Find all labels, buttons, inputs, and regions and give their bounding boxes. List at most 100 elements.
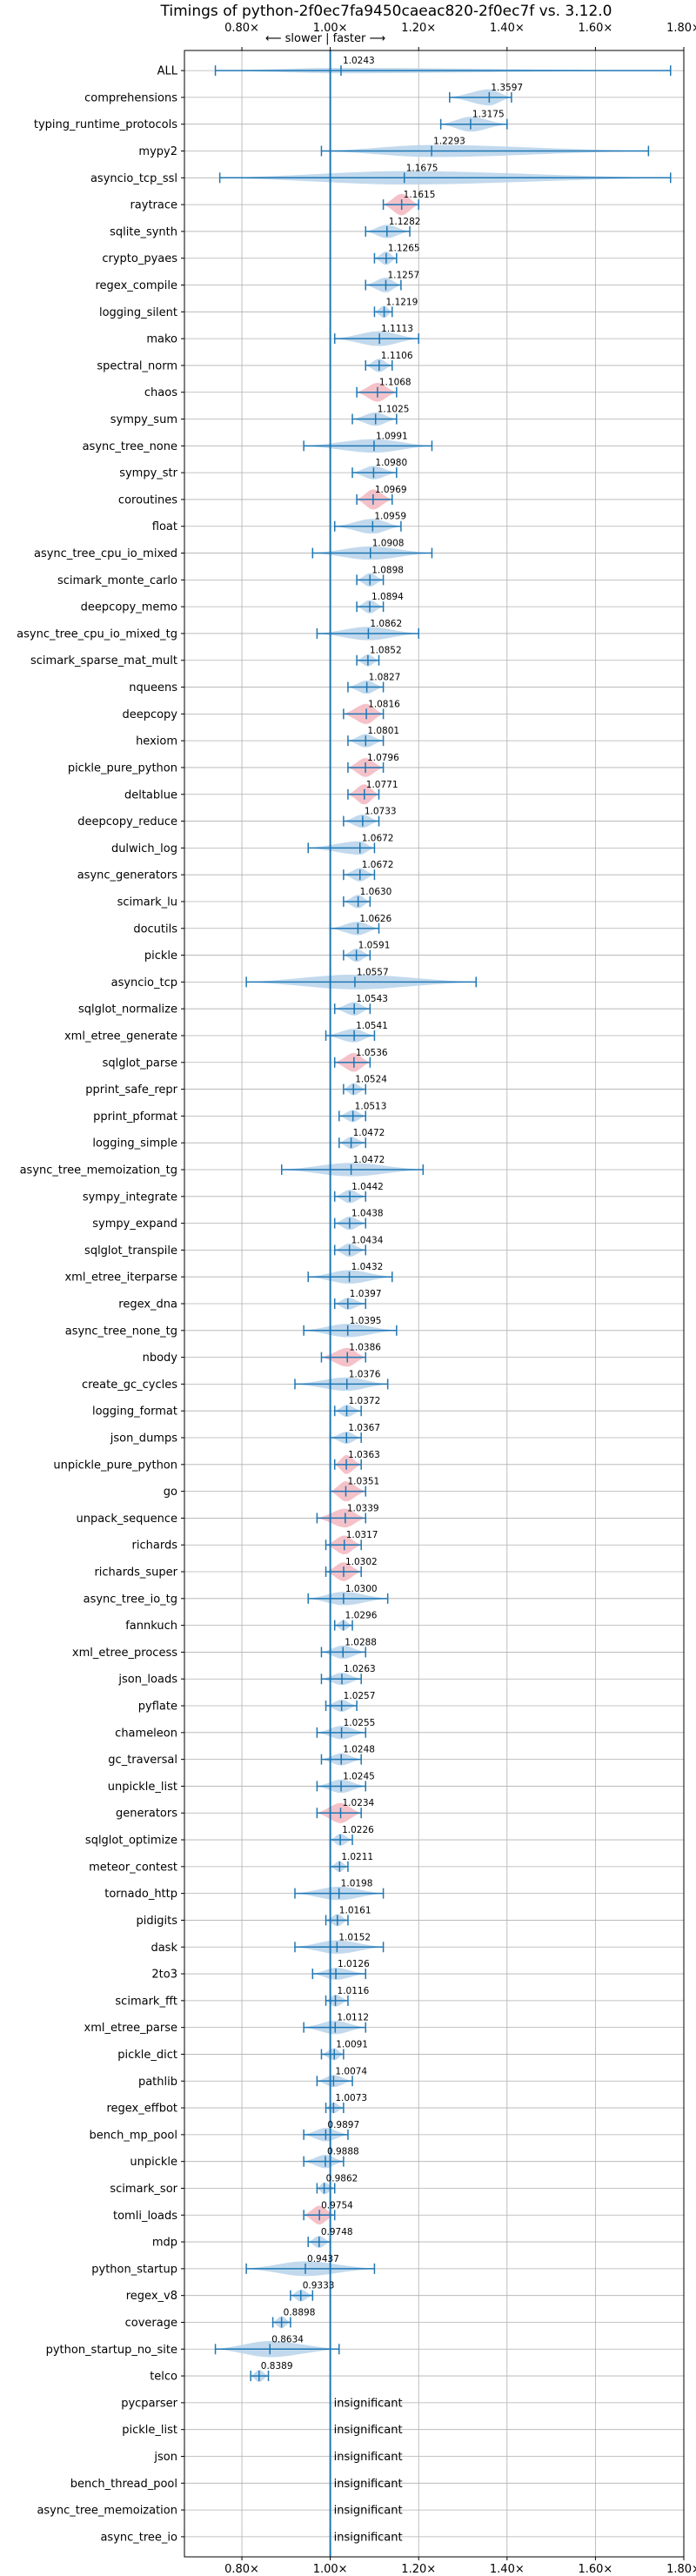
benchmark-label: dask [151, 1942, 177, 1955]
benchmark-label: comprehensions [84, 91, 177, 104]
benchmark-label: sympy_expand [92, 1218, 177, 1231]
value-label: 1.0255 [344, 1718, 376, 1728]
benchmark-label: pidigits [137, 1915, 178, 1928]
value-label: 1.0372 [349, 1396, 381, 1406]
value-label: 1.0339 [347, 1503, 379, 1513]
value-label: 1.0980 [375, 458, 407, 468]
insignificant-label: insignificant [334, 2505, 403, 2518]
value-label: 1.0226 [342, 1825, 374, 1835]
x-tick-label-top: 0.80× [224, 22, 259, 35]
value-label: 1.0524 [355, 1075, 387, 1085]
value-label: 1.1615 [404, 190, 436, 200]
value-label: 1.0894 [371, 592, 404, 602]
value-label: 1.0434 [351, 1235, 384, 1245]
x-tick-label-bottom: 1.00× [313, 2563, 348, 2576]
value-label: 1.3175 [472, 110, 505, 120]
value-label: 1.0513 [355, 1101, 387, 1111]
value-label: 1.0397 [350, 1289, 382, 1299]
value-label: 1.0395 [350, 1316, 382, 1326]
violin-layer [215, 68, 671, 2383]
value-label: 1.0263 [344, 1664, 376, 1674]
value-label: 1.0672 [362, 860, 394, 870]
benchmark-label: create_gc_cycles [82, 1379, 177, 1392]
benchmark-label: xml_etree_parse [84, 2022, 177, 2035]
benchmark-label: scimark_sor [110, 2183, 177, 2196]
value-label: 1.1675 [406, 163, 438, 173]
x-tick-label-bottom: 1.20× [401, 2563, 436, 2576]
value-label: 1.0376 [349, 1369, 381, 1379]
benchmark-label: tornado_http [104, 1888, 177, 1901]
benchmark-label: regex_v8 [126, 2290, 177, 2303]
value-label: 1.0771 [366, 780, 398, 790]
benchmark-label: float [152, 520, 177, 533]
value-label: 1.0296 [345, 1611, 378, 1621]
benchmark-label: nqueens [129, 681, 177, 694]
benchmark-label: logging_silent [99, 306, 177, 319]
benchmark-label: async_tree_none [83, 440, 177, 453]
benchmark-label: unpickle [130, 2156, 177, 2169]
value-label: 1.0126 [338, 1959, 370, 1969]
x-tick-label-top: 1.40× [490, 22, 525, 35]
benchmark-label: asyncio_tcp [111, 976, 177, 989]
benchmark-label: json_dumps [110, 1432, 177, 1446]
benchmark-label: bench_thread_pool [70, 2478, 177, 2491]
benchmark-label: pickle_list [122, 2424, 177, 2437]
benchmark-label: richards_super [94, 1566, 177, 1580]
grid-layer [184, 50, 685, 2557]
benchmark-label: logging_simple [92, 1137, 177, 1150]
benchmark-label: regex_compile [95, 279, 177, 292]
x-tick-label-top: 1.80× [666, 22, 696, 35]
value-label: 1.1282 [389, 217, 421, 227]
value-label: 0.9897 [327, 2120, 359, 2130]
benchmark-label: scimark_sparse_mat_mult [30, 654, 177, 667]
benchmark-label: pathlib [138, 2076, 177, 2089]
benchmark-label: deepcopy [122, 708, 177, 721]
x-tick-label-bottom: 1.60× [578, 2563, 612, 2576]
value-label: 1.0630 [360, 887, 392, 897]
benchmark-label: pprint_safe_repr [85, 1083, 177, 1097]
insignificant-label: insignificant [334, 2531, 403, 2544]
benchmark-label: mypy2 [138, 145, 177, 158]
value-label: 1.0672 [362, 833, 394, 843]
x-tick-label-top: 1.20× [401, 22, 436, 35]
benchmark-label: generators [116, 1808, 177, 1821]
value-label: 1.0733 [365, 807, 397, 817]
value-label: 1.0557 [357, 967, 389, 977]
benchmark-label: gc_traversal [108, 1754, 177, 1767]
benchmark-label: deepcopy_reduce [77, 815, 177, 828]
value-label: 1.1068 [379, 378, 412, 388]
value-label: 1.0363 [348, 1450, 380, 1460]
benchmark-label: xml_etree_process [72, 1647, 177, 1660]
plot-frame [184, 50, 685, 2558]
benchmark-label: mdp [152, 2237, 177, 2250]
value-label: 1.0116 [338, 1986, 370, 1996]
benchmark-label: pickle_dict [117, 2049, 177, 2062]
value-label: 1.0852 [370, 646, 402, 656]
value-label: 1.1265 [388, 244, 420, 254]
value-label-layer: 1.0243 1.3597 1.3175 1.2293 1.1675 1.1615 1.12… [261, 56, 523, 2544]
value-label: 1.3597 [491, 83, 523, 93]
value-label: 1.2293 [433, 137, 465, 147]
insignificant-label: insignificant [334, 2424, 403, 2437]
benchmark-label: sympy_str [119, 467, 177, 480]
value-label: 1.0367 [348, 1423, 380, 1433]
value-label: 1.0816 [368, 699, 400, 709]
value-label: 1.0386 [349, 1343, 381, 1353]
value-label: 1.0161 [339, 1905, 371, 1915]
value-label: 1.0541 [356, 1021, 388, 1031]
benchmark-label: xml_etree_iterparse [64, 1271, 177, 1285]
value-label: 1.0827 [369, 673, 401, 683]
value-label: 1.1219 [386, 297, 418, 307]
benchmark-label: raytrace [130, 199, 177, 212]
benchmark-label: hexiom [136, 735, 177, 748]
benchmark-label: pickle [144, 949, 177, 963]
benchmark-label: async_tree_io [100, 2531, 177, 2544]
benchmark-label: sqlglot_normalize [78, 1003, 177, 1016]
benchmark-label: async_tree_io_tg [84, 1593, 177, 1606]
benchmark-label: xml_etree_generate [64, 1030, 177, 1043]
value-axis: 0.80× 0.80× 1.00× 1.00× 1.20× 1.20× 1.40× 1.40×… [224, 22, 696, 2576]
chart-title: Timings of python-2f0ec7fa9450caeac820-2… [160, 3, 612, 20]
benchmark-label: telco [150, 2371, 177, 2384]
benchmark-label: json [153, 2451, 177, 2464]
